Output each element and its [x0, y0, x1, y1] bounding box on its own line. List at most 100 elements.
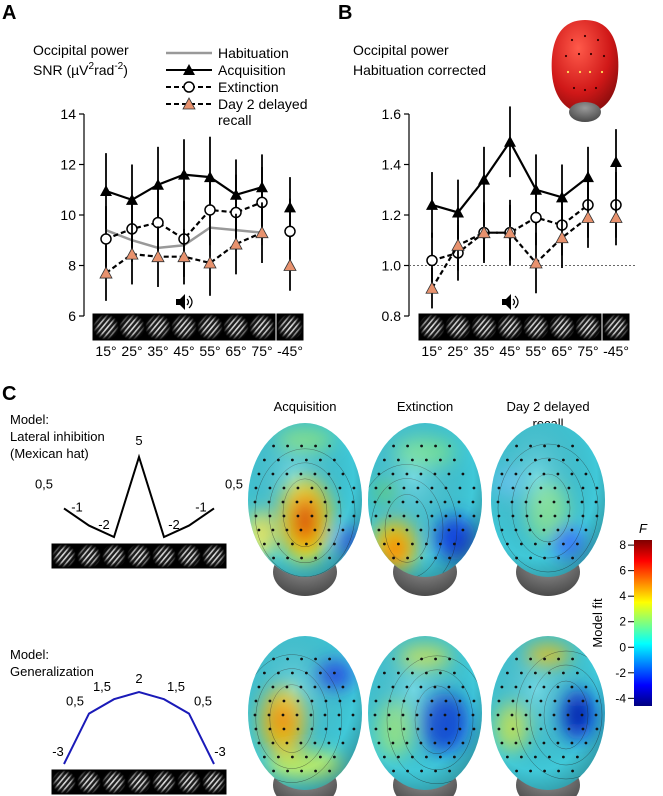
electrode-dot	[267, 713, 271, 717]
electrode-dot	[567, 514, 571, 518]
legend-item-ext: Extinction	[166, 79, 279, 95]
electrode-dot	[438, 542, 442, 546]
chart-a-x-labels: 15° 25° 35° 45° 55° 65° 75° -45°	[95, 343, 303, 359]
electrode-dot	[566, 713, 570, 717]
model-weight-label: 0,5	[225, 476, 243, 491]
electrode-dot	[515, 657, 518, 661]
electrode-dot	[543, 444, 546, 448]
grating-5	[176, 543, 202, 569]
electrode-dot	[296, 727, 300, 731]
grating-3	[496, 313, 524, 341]
electrode-dot	[497, 699, 501, 703]
data-point	[478, 173, 490, 185]
data-point	[204, 204, 216, 216]
electrode-dot	[406, 657, 409, 661]
electrode-dot	[557, 556, 560, 560]
legend-item-acq: Acquisition	[166, 62, 286, 78]
electrode-dot	[382, 542, 386, 546]
y-tick-label: 10	[60, 207, 76, 223]
model-1-title-line2: Lateral inhibition	[10, 429, 105, 444]
data-point	[178, 168, 190, 180]
electrode-dot	[528, 528, 532, 532]
electrode-dot	[406, 769, 409, 773]
electrode-dot	[268, 727, 272, 731]
model-weight-label: 0,5	[35, 476, 53, 491]
electrode-dot	[457, 500, 461, 504]
electrode-dot	[416, 514, 420, 518]
grating-0	[51, 543, 77, 569]
model-line	[63, 453, 215, 539]
electrode-dot	[295, 500, 299, 504]
electrode-dot	[581, 727, 585, 731]
electrode-dot	[589, 52, 593, 56]
electrode-dot	[505, 671, 509, 675]
topography-head-r0-c1	[368, 423, 482, 596]
electrode-dot	[553, 514, 557, 518]
electrode-dot	[461, 472, 465, 476]
electrode-dot	[542, 528, 546, 532]
colorbar-tick-label: -2	[615, 666, 626, 680]
electrode-dot	[514, 685, 518, 689]
electrode-dot	[525, 486, 529, 490]
electrode-dot	[272, 657, 275, 661]
electrode-dot	[595, 486, 599, 490]
colorbar-tick-label: 6	[619, 564, 626, 578]
electrode-dot	[419, 472, 423, 476]
grating-1	[76, 543, 102, 569]
legend-label: Day 2 delayed	[218, 96, 308, 112]
data-point	[177, 249, 191, 263]
electrode-dot	[391, 685, 395, 689]
colorbar-tick-label: 4	[619, 589, 626, 603]
electrode-dot	[420, 769, 423, 773]
electrode-dot	[313, 685, 317, 689]
electrode-dot	[567, 486, 571, 490]
electrode-dot	[382, 755, 386, 759]
electrode-dot	[401, 500, 405, 504]
electrode-dot	[496, 500, 500, 504]
electrode-dot	[286, 444, 289, 448]
electrode-dot	[571, 556, 574, 560]
x-tick-label: 65°	[225, 343, 246, 359]
electrode-dot	[538, 500, 542, 504]
electrode-dot	[271, 685, 275, 689]
electrode-dot	[337, 713, 341, 717]
x-tick-label: 45°	[173, 343, 194, 359]
electrode-dot	[268, 514, 272, 518]
electrode-dot	[405, 528, 409, 532]
electrode-dot	[318, 755, 322, 759]
electrode-dot	[352, 486, 356, 490]
electrode-dot	[515, 444, 518, 448]
chart-b-axes: 0.8 1.0 1.2 1.4 1.6	[382, 106, 636, 324]
electrode-dot	[571, 657, 574, 661]
x-tick-label: 15°	[421, 343, 442, 359]
electrode-dot	[388, 486, 392, 490]
electrode-dot	[543, 769, 546, 773]
electrode-dot	[566, 70, 570, 74]
electrode-dot	[458, 486, 462, 490]
electrode-dot	[396, 458, 400, 462]
legend-marker	[182, 97, 196, 110]
chart-b: Occipital power Habituation corrected 0.…	[353, 20, 636, 359]
electrode-dot	[434, 444, 437, 448]
electrode-dot	[314, 444, 317, 448]
data-point	[530, 183, 542, 195]
chart-a-title-line2: SNR (µV2rad-2)	[33, 61, 128, 78]
panel-label-b: B	[338, 2, 352, 24]
electrode-dot	[406, 444, 409, 448]
electrode-dot	[515, 556, 518, 560]
electrode-dot	[525, 514, 529, 518]
grating-5	[222, 313, 250, 341]
electrode-dot	[497, 727, 501, 731]
colorbar-label: Model fit	[590, 598, 605, 648]
electrode-dot	[309, 500, 313, 504]
electrode-dot	[572, 86, 576, 90]
electrode-dot	[377, 741, 381, 745]
electrode-dot	[524, 713, 528, 717]
electrode-dot	[429, 500, 433, 504]
electrode-dot	[584, 741, 588, 745]
electrode-dot	[461, 528, 465, 532]
grating-2	[470, 313, 498, 341]
grating-0	[418, 313, 446, 341]
electrode-dot	[580, 500, 584, 504]
model-2-curve: -3 0,5 1,5 2 1,5 0,5 -3	[51, 671, 227, 795]
